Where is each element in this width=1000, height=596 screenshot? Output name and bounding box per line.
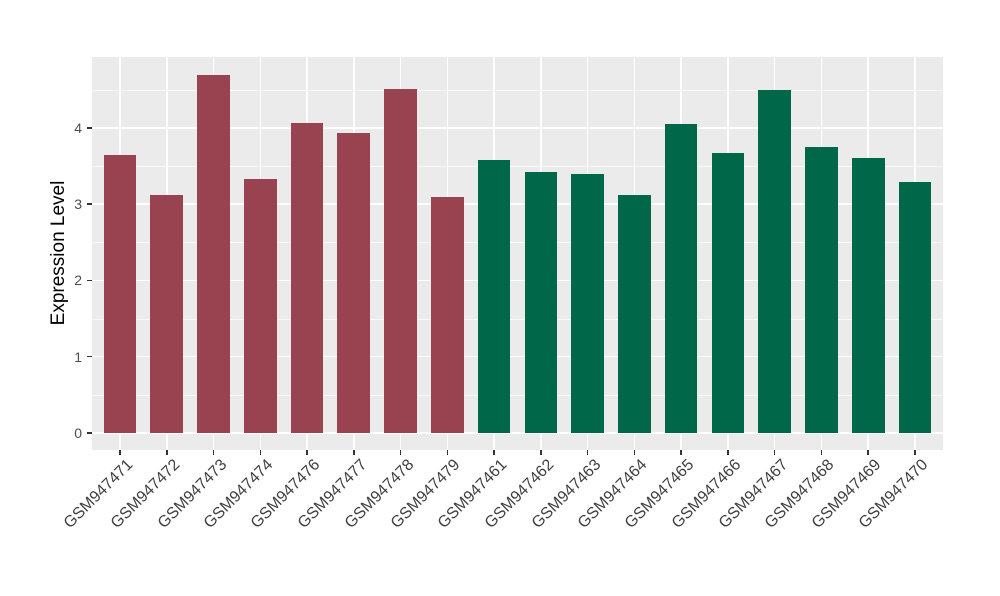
gridline-major [92, 203, 943, 205]
y-tick-label: 3 [74, 196, 82, 213]
y-tick-mark [87, 355, 92, 358]
y-tick-mark [87, 432, 92, 434]
bar [103, 154, 137, 433]
x-tick-mark [633, 450, 636, 455]
x-tick-mark [259, 450, 262, 455]
x-tick-mark [914, 450, 916, 455]
x-tick-mark [586, 450, 589, 455]
bar [758, 90, 791, 433]
x-tick-mark [493, 450, 495, 455]
gridline-major [92, 355, 943, 358]
x-tick-mark [119, 450, 121, 455]
bar [337, 133, 371, 433]
bar [618, 194, 651, 433]
plot-panel [92, 57, 943, 450]
gridline-minor [92, 318, 943, 320]
y-tick-label: 2 [74, 272, 82, 289]
gridline-major [92, 432, 943, 434]
x-tick-mark [166, 450, 168, 455]
bar [243, 178, 277, 433]
gridline-minor [92, 89, 943, 91]
x-tick-mark [212, 450, 215, 455]
bar [805, 146, 838, 433]
bar [477, 159, 511, 433]
bar [898, 181, 932, 433]
bar [664, 123, 698, 433]
bar [290, 123, 324, 433]
gridline-major [92, 279, 943, 282]
x-tick-mark [353, 450, 355, 455]
gridline-major [92, 127, 943, 129]
y-tick-mark [87, 203, 92, 205]
x-tick-mark [446, 450, 449, 455]
y-tick-label: 0 [74, 425, 82, 441]
x-tick-mark [680, 450, 682, 455]
gridline-minor [92, 394, 943, 396]
gridline-minor [92, 242, 943, 244]
x-tick-mark [399, 450, 402, 455]
y-tick-label: 4 [74, 119, 82, 136]
x-tick-mark [727, 450, 729, 455]
bar [711, 152, 745, 433]
x-tick-mark [540, 450, 542, 455]
bar [150, 194, 184, 433]
gridline-minor [92, 165, 943, 167]
bar [524, 172, 558, 433]
bar [197, 75, 230, 433]
bar [571, 173, 604, 433]
bar [851, 158, 885, 433]
bar [384, 88, 417, 433]
y-tick-label: 1 [74, 348, 82, 365]
x-tick-mark [820, 450, 823, 455]
y-tick-mark [87, 279, 92, 282]
x-tick-mark [773, 450, 776, 455]
x-tick-mark [306, 450, 308, 455]
bar [431, 197, 464, 433]
expression-bar-chart: Expression Level 0 1 2 3 4 GSM947471 GSM947472… [48, 57, 943, 532]
x-tick-mark [867, 450, 869, 455]
y-tick-mark [87, 127, 92, 129]
